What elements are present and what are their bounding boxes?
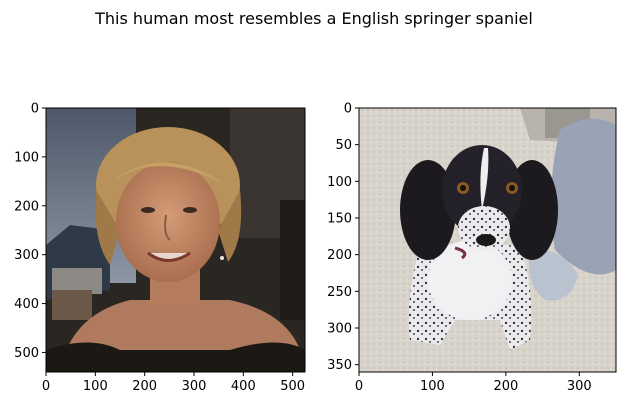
human-x-tick-label: 500 [280, 379, 305, 394]
dog-image-panel: 0 100 200 300 0 50 100 150 200 250 300 350 [327, 102, 617, 394]
dog-x-tick-label: 0 [355, 379, 363, 394]
human-x-tick-label: 300 [182, 379, 207, 394]
human-y-axis: 0 100 200 300 400 500 [14, 102, 46, 361]
dog-photo [359, 108, 616, 372]
human-y-tick-label: 100 [14, 150, 39, 165]
human-y-tick-label: 300 [14, 248, 39, 263]
dog-x-tick-label: 200 [493, 379, 518, 394]
human-x-tick-label: 100 [83, 379, 108, 394]
dog-y-tick-label: 150 [327, 212, 352, 227]
dog-y-tick-label: 200 [327, 248, 352, 263]
human-y-tick-label: 500 [14, 346, 39, 361]
dog-y-tick-label: 50 [335, 138, 352, 153]
dog-y-tick-label: 300 [327, 322, 352, 337]
dog-x-tick-label: 300 [567, 379, 592, 394]
human-x-axis: 0 100 200 300 400 500 [42, 372, 305, 394]
human-x-tick-label: 200 [132, 379, 157, 394]
human-image-panel: 0 100 200 300 400 500 0 100 200 300 400 500 [14, 102, 306, 394]
dog-y-tick-label: 0 [344, 102, 352, 117]
human-axes-frame [45, 107, 306, 373]
dog-x-tick-label: 100 [420, 379, 445, 394]
human-photo [46, 108, 305, 372]
human-y-tick-label: 400 [14, 297, 39, 312]
human-x-tick-label: 400 [231, 379, 256, 394]
dog-y-axis: 0 50 100 150 200 250 300 350 [327, 102, 359, 373]
human-y-tick-label: 0 [31, 102, 39, 117]
human-y-tick-label: 200 [14, 199, 39, 214]
figure-title: This human most resembles a English spri… [94, 9, 533, 28]
dog-axes-frame [358, 107, 617, 373]
dog-y-tick-label: 350 [327, 358, 352, 373]
human-x-tick-label: 0 [42, 379, 50, 394]
dog-y-tick-label: 250 [327, 285, 352, 300]
dog-x-axis: 0 100 200 300 [355, 372, 592, 394]
dog-y-tick-label: 100 [327, 175, 352, 190]
